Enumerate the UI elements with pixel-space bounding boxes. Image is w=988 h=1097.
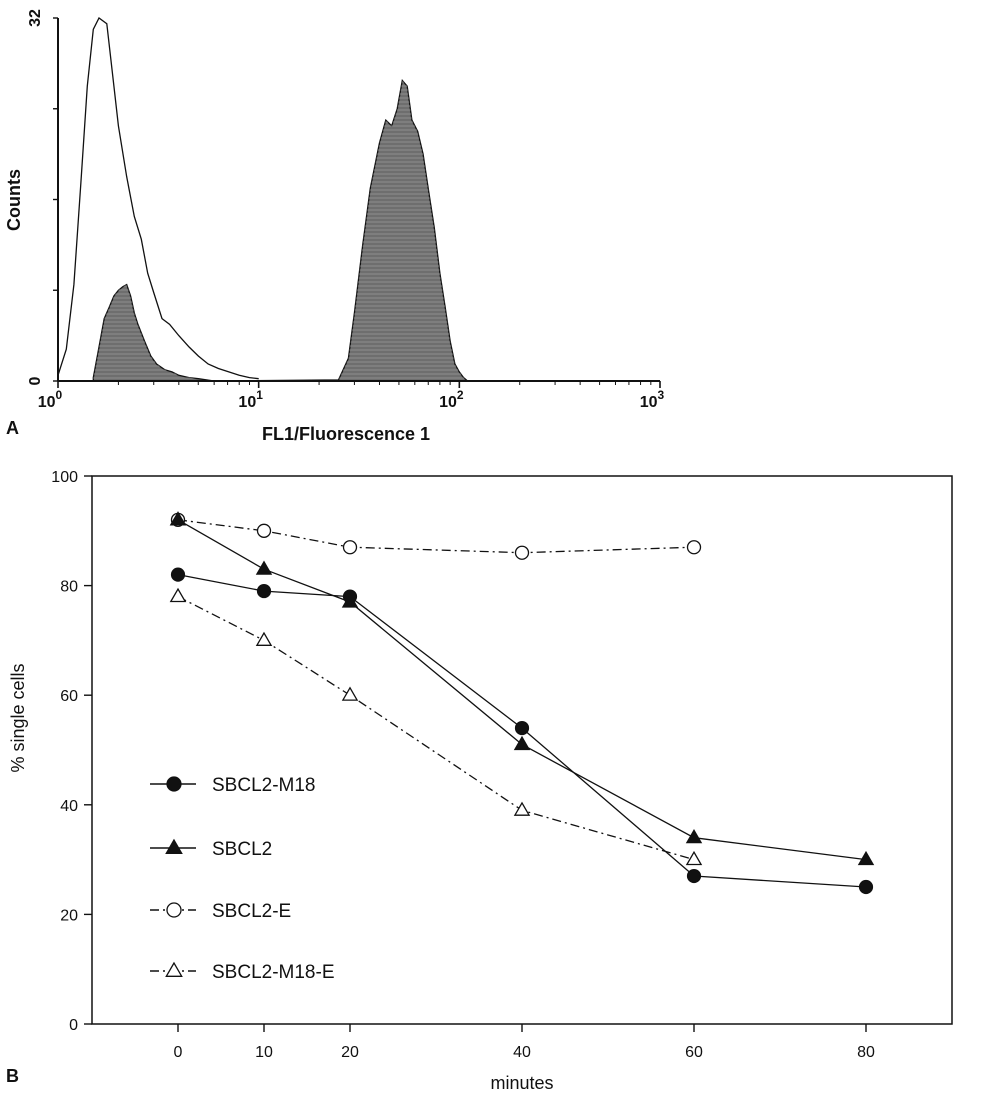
y-tick-label: 32	[27, 9, 44, 27]
y-tick-label: 60	[60, 688, 78, 705]
data-point	[255, 631, 273, 646]
x-tick-label: 10	[255, 1044, 273, 1061]
panel-b-series	[169, 511, 875, 895]
y-tick-label: 100	[51, 469, 78, 486]
legend-label: SBCL2-E	[212, 901, 291, 922]
data-point	[685, 828, 703, 844]
panel-a-ticks: 100 101 102 103 0 32	[27, 9, 665, 411]
series-line	[177, 573, 867, 888]
panel-a-histogram: 100 101 102 103 0 32 Counts FL1/Fluorescence …	[4, 9, 665, 444]
legend-label: SBCL2-M18-E	[212, 962, 335, 983]
series-line	[177, 519, 867, 861]
y-tick-label: 0	[27, 376, 44, 385]
data-point	[513, 801, 531, 816]
x-tick-label: 101	[238, 388, 263, 411]
histogram-outline-series	[57, 17, 259, 380]
y-tick-label: 0	[69, 1017, 78, 1034]
panel-b-y-axis-label: % single cells	[8, 663, 28, 772]
data-point	[857, 850, 875, 866]
y-tick-label: 80	[60, 579, 78, 596]
data-point	[686, 540, 702, 555]
x-tick-label: 103	[640, 388, 665, 411]
data-point	[341, 686, 359, 701]
y-tick-label: 20	[60, 907, 78, 924]
data-point	[342, 540, 358, 555]
panel-b-legend: SBCL2-M18 SBCL2 SBCL2-E SBCL2-M18-E	[150, 775, 335, 983]
x-tick-label: 0	[174, 1044, 183, 1061]
x-tick-label: 102	[439, 388, 464, 411]
data-point	[256, 583, 272, 599]
series-sbcl2-m18-e	[169, 587, 703, 866]
data-point	[169, 511, 187, 526]
x-tick-label: 20	[341, 1044, 359, 1061]
legend-marker	[166, 902, 182, 918]
panel-b-x-axis-label: minutes	[490, 1073, 553, 1093]
data-point	[514, 720, 530, 736]
panel-a-y-axis-label: Counts	[4, 169, 24, 231]
legend-entry: SBCL2-M18-E	[150, 961, 335, 983]
data-point	[685, 850, 703, 866]
data-point	[341, 593, 359, 608]
data-point	[169, 587, 187, 603]
legend-marker	[165, 961, 183, 977]
histogram-outlines	[57, 17, 259, 380]
series-line	[177, 519, 695, 554]
data-point	[513, 735, 531, 751]
series-sbcl2-e	[170, 512, 702, 560]
panel-a-x-axis-label: FL1/Fluorescence 1	[262, 424, 430, 444]
legend-marker	[166, 776, 182, 792]
histogram-filled-series	[92, 78, 470, 382]
x-tick-label: 100	[38, 388, 63, 411]
x-tick-label: 60	[685, 1044, 703, 1061]
data-point	[514, 545, 530, 560]
data-point	[858, 879, 874, 895]
series-sbcl2-m18	[170, 567, 874, 895]
legend-label: SBCL2	[212, 839, 272, 860]
panel-a-label: A	[6, 418, 19, 438]
legend-entry: SBCL2-M18	[150, 775, 316, 796]
legend-label: SBCL2-M18	[212, 775, 316, 796]
panel-b-label: B	[6, 1066, 19, 1086]
y-tick-label: 40	[60, 798, 78, 815]
data-point	[255, 560, 273, 575]
histogram-fills	[92, 78, 470, 382]
legend-entry: SBCL2	[150, 838, 272, 860]
x-tick-label: 40	[513, 1044, 531, 1061]
data-point	[256, 523, 272, 538]
legend-marker	[165, 838, 183, 854]
data-point	[686, 868, 702, 884]
legend-entry: SBCL2-E	[150, 901, 291, 922]
series-line	[177, 596, 695, 861]
panel-b-ticks: 0 10 20 40 60 80 0 20 40 60 80 100	[51, 469, 875, 1061]
x-tick-label: 80	[857, 1044, 875, 1061]
data-point	[170, 567, 186, 582]
series-sbcl2	[169, 511, 875, 866]
